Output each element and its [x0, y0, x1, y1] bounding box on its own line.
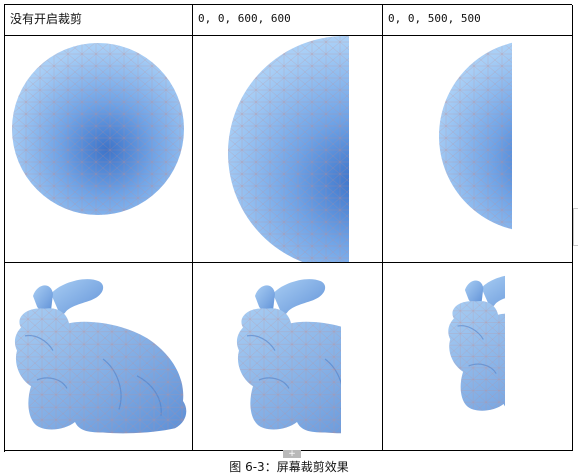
comparison-table: 没有开启裁剪 0, 0, 600, 600 0, 0, 500, 500	[4, 4, 572, 452]
sphere-image-clip-500	[383, 36, 573, 263]
sphere-image-full	[5, 36, 193, 263]
sphere-full	[5, 36, 193, 263]
bunny-image-full	[5, 263, 193, 451]
side-scroll-marker	[573, 208, 578, 246]
bunny-full	[5, 263, 193, 451]
sphere-image-clip-600	[193, 36, 383, 263]
bunny-clipped-500	[383, 263, 573, 451]
header-scissor-600: 0, 0, 600, 600	[193, 5, 383, 36]
plus-icon[interactable]: +	[283, 450, 301, 458]
sphere-clipped-600	[193, 36, 383, 263]
figure-caption: 图 6-3：屏幕裁剪效果	[0, 458, 578, 475]
sphere-clipped-500	[383, 36, 573, 263]
bunny-image-clip-500	[383, 263, 573, 451]
header-no-scissor: 没有开启裁剪	[5, 5, 193, 36]
bunny-clipped-600	[193, 263, 383, 451]
header-scissor-500: 0, 0, 500, 500	[383, 5, 573, 36]
bunny-image-clip-600	[193, 263, 383, 451]
